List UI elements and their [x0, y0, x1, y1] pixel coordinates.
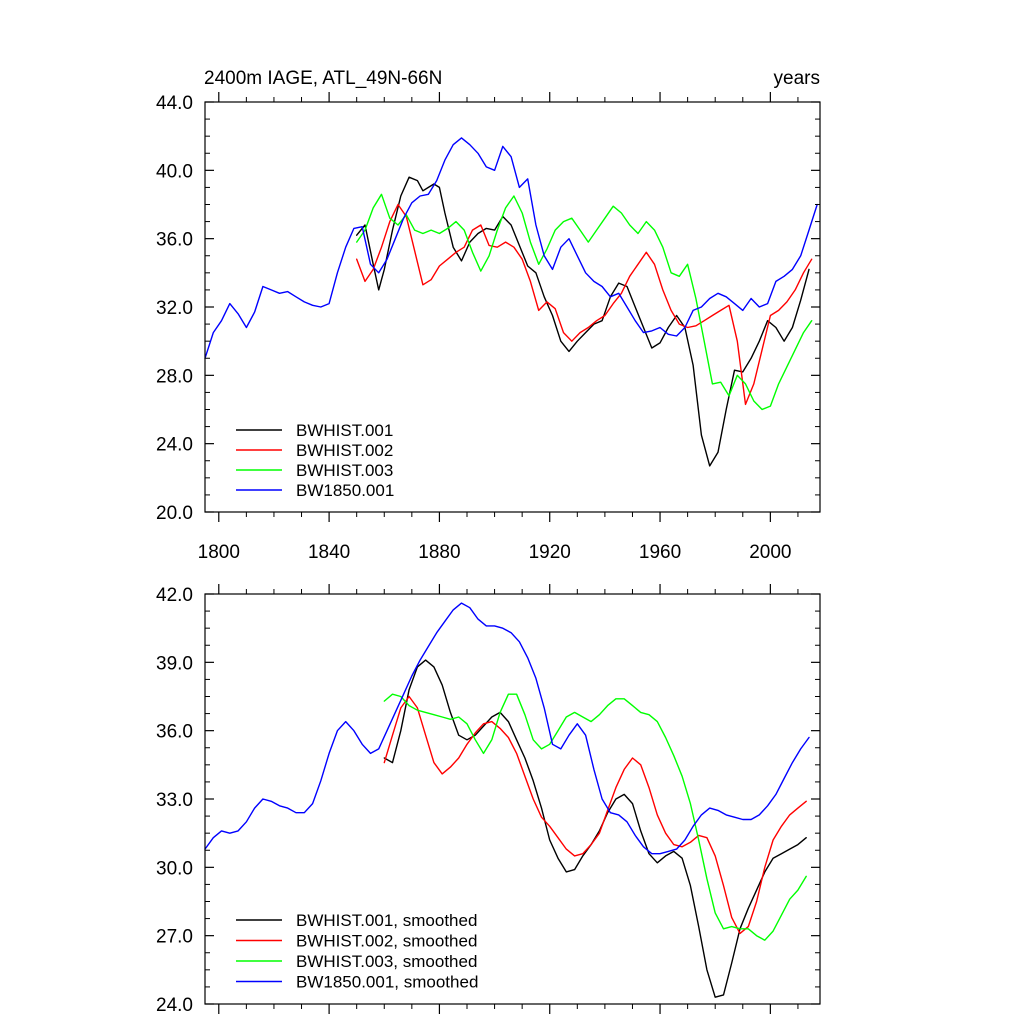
legend-label: BW1850.001, smoothed: [296, 973, 478, 992]
y-tick-label: 20.0: [156, 503, 193, 524]
series-line-3: [356, 193, 813, 411]
y-tick-label: 36.0: [156, 722, 193, 743]
legend-label: BWHIST.001: [296, 421, 393, 440]
y-tick-label: 27.0: [156, 927, 193, 948]
legend-label: BWHIST.003: [296, 461, 393, 480]
y-tick-label: 28.0: [156, 366, 193, 387]
y-tick-label: 24.0: [156, 435, 193, 456]
x-tick-label: 1800: [198, 542, 240, 563]
x-tick-label: 1880: [418, 542, 460, 563]
y-tick-label: 42.0: [156, 585, 193, 606]
panel-bottom: 24.0 27.0 30.0 33.0 36.0 39.0 42.0 BWHIST.001,…: [156, 584, 821, 1016]
chart-title: 2400m IAGE, ATL_49N-66N: [204, 68, 442, 89]
legend-label: BWHIST.003, smoothed: [296, 952, 477, 971]
panel-top: 2400m IAGE, ATL_49N-66N years 20.0 24.0 28…: [156, 68, 821, 563]
legend: BWHIST.001, smoothed BWHIST.002, smoothed…: [236, 911, 478, 992]
x-tick-label: 2000: [749, 542, 791, 563]
series-line-3: [383, 693, 807, 941]
y-tick-label: 36.0: [156, 230, 193, 251]
units-label: years: [774, 68, 820, 89]
y-tick-label: 40.0: [156, 161, 193, 182]
y-tick-label: 44.0: [156, 93, 193, 114]
series-line-2: [356, 203, 813, 406]
y-tick-label: 39.0: [156, 653, 193, 674]
y-tick-label: 33.0: [156, 790, 193, 811]
plot-frame: [204, 101, 821, 513]
x-tick-label: 1920: [529, 542, 571, 563]
legend-label: BWHIST.002, smoothed: [296, 932, 477, 951]
series-layer: [204, 602, 810, 998]
plot-frame: [204, 593, 821, 1005]
x-tick-label: 1960: [639, 542, 681, 563]
y-tick-label: 32.0: [156, 298, 193, 319]
series-line-2: [383, 695, 807, 935]
ticks-layer: 24.0 27.0 30.0 33.0 36.0 39.0 42.0: [156, 584, 820, 1016]
y-tick-label: 30.0: [156, 858, 193, 879]
series-line-4: [204, 602, 810, 855]
legend-label: BW1850.001: [296, 481, 394, 500]
series-line-1: [356, 176, 810, 467]
series-line-4: [204, 137, 818, 359]
x-tick-label: 1840: [308, 542, 350, 563]
legend-label: BWHIST.001, smoothed: [296, 911, 477, 930]
series-layer: [204, 137, 818, 467]
y-tick-label: 24.0: [156, 995, 193, 1016]
ticks-layer: 20.0 24.0 28.0 32.0 36.0 40.0 44.0 1800 1840 1880…: [156, 92, 820, 563]
legend-label: BWHIST.002: [296, 441, 393, 460]
